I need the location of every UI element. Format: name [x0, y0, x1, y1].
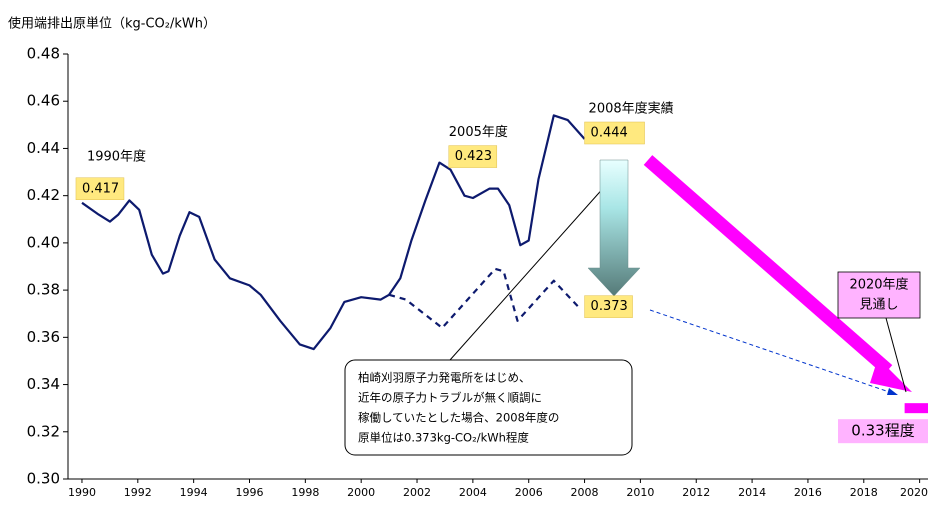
y-tick-label: 0.34: [27, 375, 60, 393]
target-leader: [885, 317, 907, 393]
y-tick-label: 0.40: [27, 233, 60, 251]
value-label: 0.373: [591, 299, 628, 314]
target-label-box: [838, 419, 928, 444]
y-tick-label: 0.42: [27, 186, 60, 204]
note-box: [344, 359, 633, 456]
y-tick-label: 0.46: [27, 92, 60, 110]
series-line: [388, 267, 582, 329]
value-label-box: [75, 177, 125, 200]
value-label-box: [584, 295, 633, 318]
target-value-label: 0.33程度: [851, 422, 914, 440]
x-tick-label: 1990: [68, 486, 96, 499]
x-tick-label: 2010: [626, 486, 654, 499]
y-tick-label: 0.48: [27, 45, 60, 63]
x-tick-label: 1994: [180, 486, 208, 499]
highlight-caption: 2008年度実績: [589, 101, 674, 117]
target-caption: 2020年度: [849, 277, 908, 293]
note-line: 近年の原子力トラブルが無く順調に: [358, 391, 542, 405]
y-tick-label: 0.38: [27, 281, 60, 299]
x-tick-label: 2004: [459, 486, 487, 499]
note-line: 稼働していたとした場合、2008年度の: [358, 411, 559, 425]
y-tick-label: 0.30: [27, 470, 60, 488]
x-tick-label: 1992: [124, 486, 152, 499]
note-line: 原単位は0.373kg-CO₂/kWh程度: [358, 431, 529, 445]
target-arrow: [643, 155, 893, 375]
target-arrow-head: [870, 358, 912, 392]
value-label: 0.423: [455, 149, 492, 164]
value-label: 0.444: [591, 126, 628, 141]
y-tick-label: 0.32: [27, 422, 60, 440]
x-tick-label: 2016: [794, 486, 822, 499]
x-tick-label: 2012: [682, 486, 710, 499]
down-arrow: [587, 159, 641, 297]
target-caption-box: [837, 271, 921, 319]
note-line: 柏崎刈羽原子力発電所をはじめ、: [358, 371, 531, 385]
note-leader: [449, 184, 607, 361]
x-tick-label: 2008: [571, 486, 599, 499]
value-label-box: [584, 121, 645, 145]
x-tick-label: 2000: [347, 486, 375, 499]
value-label-box: [448, 145, 498, 168]
trend-arrow: [649, 309, 896, 395]
chart-title: 使用端排出原単位（kg-CO₂/kWh）: [8, 16, 216, 32]
trend-arrow-head: [887, 388, 898, 395]
x-tick-label: 2018: [850, 486, 878, 499]
x-tick-label: 2014: [738, 486, 766, 499]
y-tick-label: 0.36: [27, 328, 60, 346]
y-tick-label: 0.44: [27, 139, 60, 157]
highlight-caption: 2005年度: [449, 124, 508, 140]
x-tick-label: 2020: [900, 486, 928, 499]
series-line: [81, 114, 586, 351]
target-mark: [904, 403, 928, 414]
x-tick-label: 1998: [291, 486, 319, 499]
highlight-caption: 1990年度: [87, 148, 146, 164]
value-label: 0.417: [82, 181, 119, 196]
x-tick-label: 2002: [403, 486, 431, 499]
x-tick-label: 2006: [515, 486, 543, 499]
x-tick-label: 1996: [235, 486, 263, 499]
target-caption: 見通し: [859, 298, 898, 313]
annotations: [344, 155, 912, 456]
